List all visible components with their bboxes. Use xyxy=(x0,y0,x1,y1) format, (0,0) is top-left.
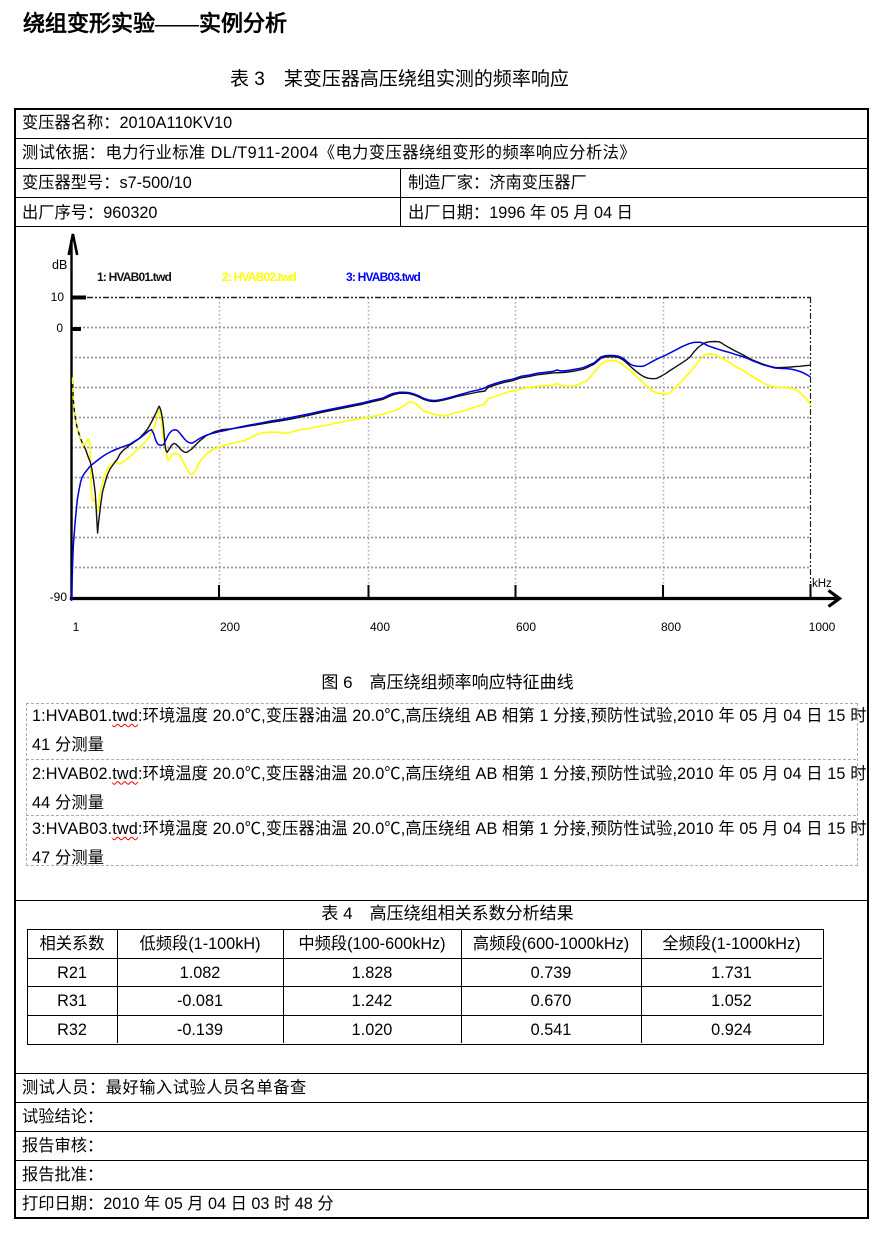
svg-text:10: 10 xyxy=(51,290,65,304)
svg-text:200: 200 xyxy=(220,620,240,634)
svg-text:kHz: kHz xyxy=(812,578,832,590)
svg-text:1000: 1000 xyxy=(809,620,836,634)
svg-text:800: 800 xyxy=(661,620,681,634)
svg-text:dB: dB xyxy=(52,258,67,272)
svg-text:400: 400 xyxy=(370,620,390,634)
svg-text:3: HVAB03.twd: 3: HVAB03.twd xyxy=(346,270,421,284)
svg-text:0: 0 xyxy=(56,321,63,335)
svg-text:1: 1 xyxy=(73,620,80,634)
svg-text:-90: -90 xyxy=(50,590,68,604)
svg-text:2: HVAB02.twd: 2: HVAB02.twd xyxy=(222,270,297,284)
svg-text:600: 600 xyxy=(516,620,536,634)
svg-text:1: HVAB01.twd: 1: HVAB01.twd xyxy=(97,270,172,284)
